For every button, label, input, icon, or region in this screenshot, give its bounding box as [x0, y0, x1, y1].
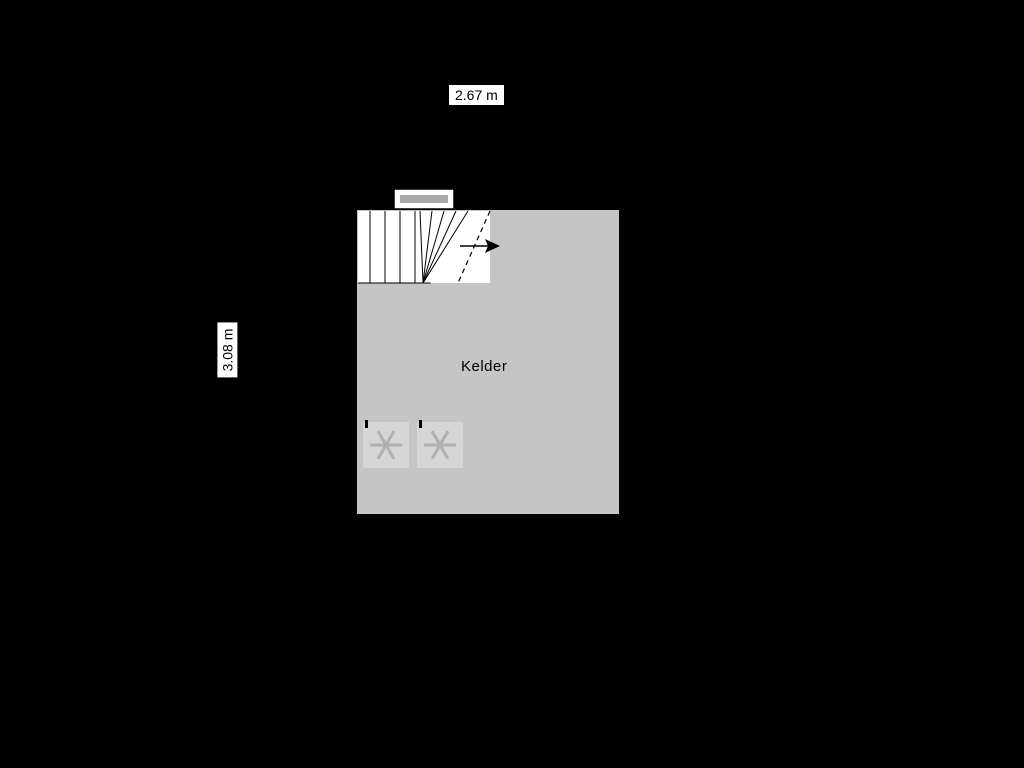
dimension-height-label: 3.08 m [217, 323, 237, 378]
appliance [417, 420, 463, 468]
entrance-threshold [392, 189, 456, 209]
staircase [358, 211, 500, 283]
room-label: Kelder [461, 358, 507, 375]
appliance [363, 420, 409, 468]
floorplan-canvas: 2.67 m 3.08 m Kelder [0, 0, 1024, 768]
floorplan-svg [0, 0, 1024, 768]
dimension-width-label: 2.67 m [449, 85, 504, 105]
